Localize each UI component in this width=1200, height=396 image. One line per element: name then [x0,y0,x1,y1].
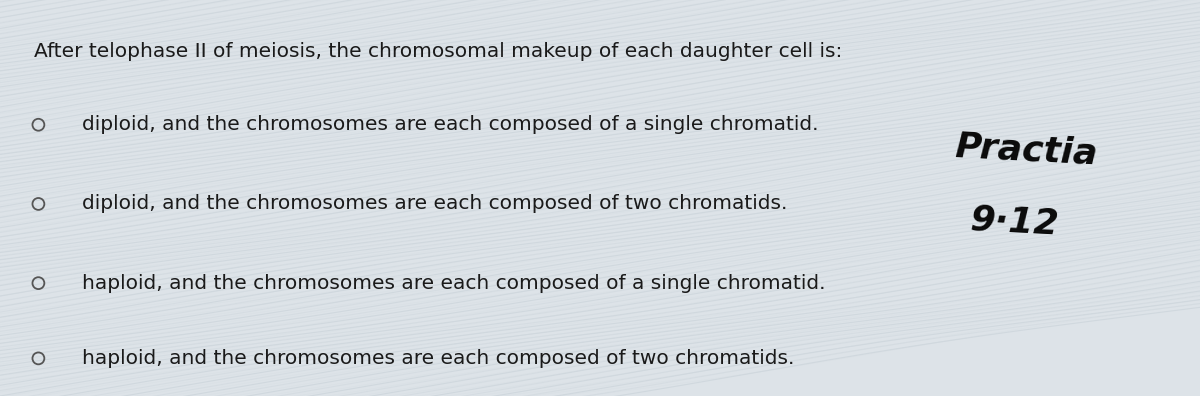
Text: haploid, and the chromosomes are each composed of two chromatids.: haploid, and the chromosomes are each co… [82,349,794,368]
Text: 9·12: 9·12 [970,202,1060,241]
Text: After telophase II of meiosis, the chromosomal makeup of each daughter cell is:: After telophase II of meiosis, the chrom… [34,42,842,61]
Text: diploid, and the chromosomes are each composed of a single chromatid.: diploid, and the chromosomes are each co… [82,115,818,134]
Text: Practia: Practia [954,130,1098,171]
Text: diploid, and the chromosomes are each composed of two chromatids.: diploid, and the chromosomes are each co… [82,194,787,213]
Text: haploid, and the chromosomes are each composed of a single chromatid.: haploid, and the chromosomes are each co… [82,274,826,293]
